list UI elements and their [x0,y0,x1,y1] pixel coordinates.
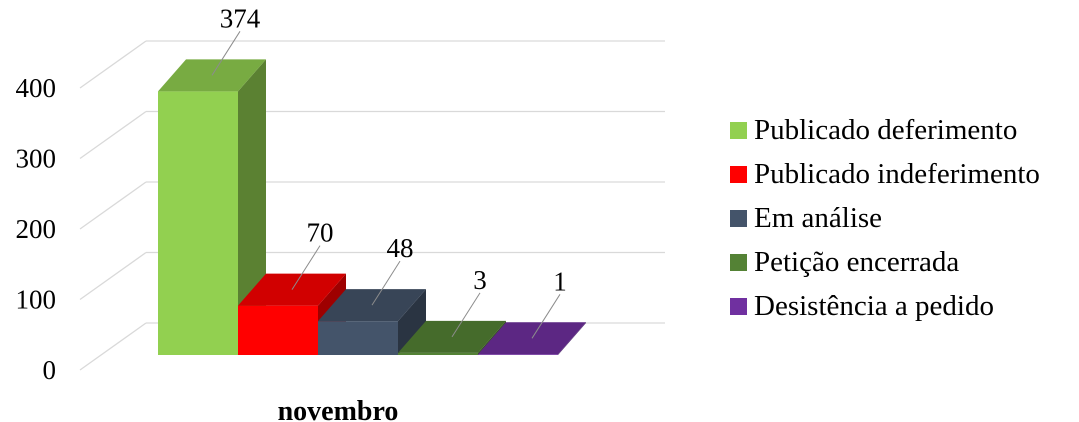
bar-side [558,322,586,355]
bar-front [318,321,398,355]
data-label-leader [211,31,241,76]
data-labels: 374 70 48 3 1 [211,3,567,339]
legend-swatch [730,297,747,315]
bar-side [238,59,266,355]
legend-swatch [730,209,747,227]
bar-front [478,354,558,355]
data-label: 48 [387,233,414,263]
data-label-leader [371,260,401,306]
legend-swatch [730,121,747,139]
bar-front [158,91,238,355]
y-tick-label: 300 [16,144,57,174]
legend-item-desistencia-a-pedido: Desistência a pedido [730,284,1040,328]
y-tick-label: 100 [16,285,57,315]
y-axis-ticks: 0 100 200 300 400 [16,73,57,385]
data-label-leader [531,294,561,339]
data-label-leader [291,245,321,290]
legend-item-peticao-encerrada: Petição encerrada [730,240,1040,284]
legend-label: Desistência a pedido [754,289,994,322]
y-tick-label: 200 [16,214,57,244]
bar-front [398,352,478,355]
legend-swatch [730,165,747,183]
bar-front [238,305,318,355]
legend-item-publicado-deferimento: Publicado deferimento [730,108,1040,152]
gridline-diagonal [79,40,147,89]
legend: Publicado deferimento Publicado indeferi… [730,108,1040,328]
data-label: 70 [307,218,334,248]
data-label: 1 [553,266,567,296]
gridline-diagonal [79,110,147,160]
legend-label: Publicado indeferimento [754,157,1040,190]
legend-swatch [730,253,747,271]
data-label: 3 [473,265,487,295]
y-tick-label: 0 [43,355,57,385]
gridline-diagonal [79,251,147,301]
legend-label: Petição encerrada [754,245,960,278]
bar-side [398,289,426,355]
legend-item-em-analise: Em análise [730,196,1040,240]
data-label-leader [451,292,481,338]
legend-item-publicado-indeferimento: Publicado indeferimento [730,152,1040,196]
bar-1 [158,59,266,355]
gridline-diagonal [79,181,147,230]
gridline-diagonal [79,322,147,371]
bars [158,59,586,355]
x-category-label: novembro [278,396,399,422]
data-label: 374 [220,3,261,33]
legend-label: Em análise [754,201,883,234]
y-tick-label: 400 [16,73,57,103]
legend-label: Publicado deferimento [754,113,1018,146]
